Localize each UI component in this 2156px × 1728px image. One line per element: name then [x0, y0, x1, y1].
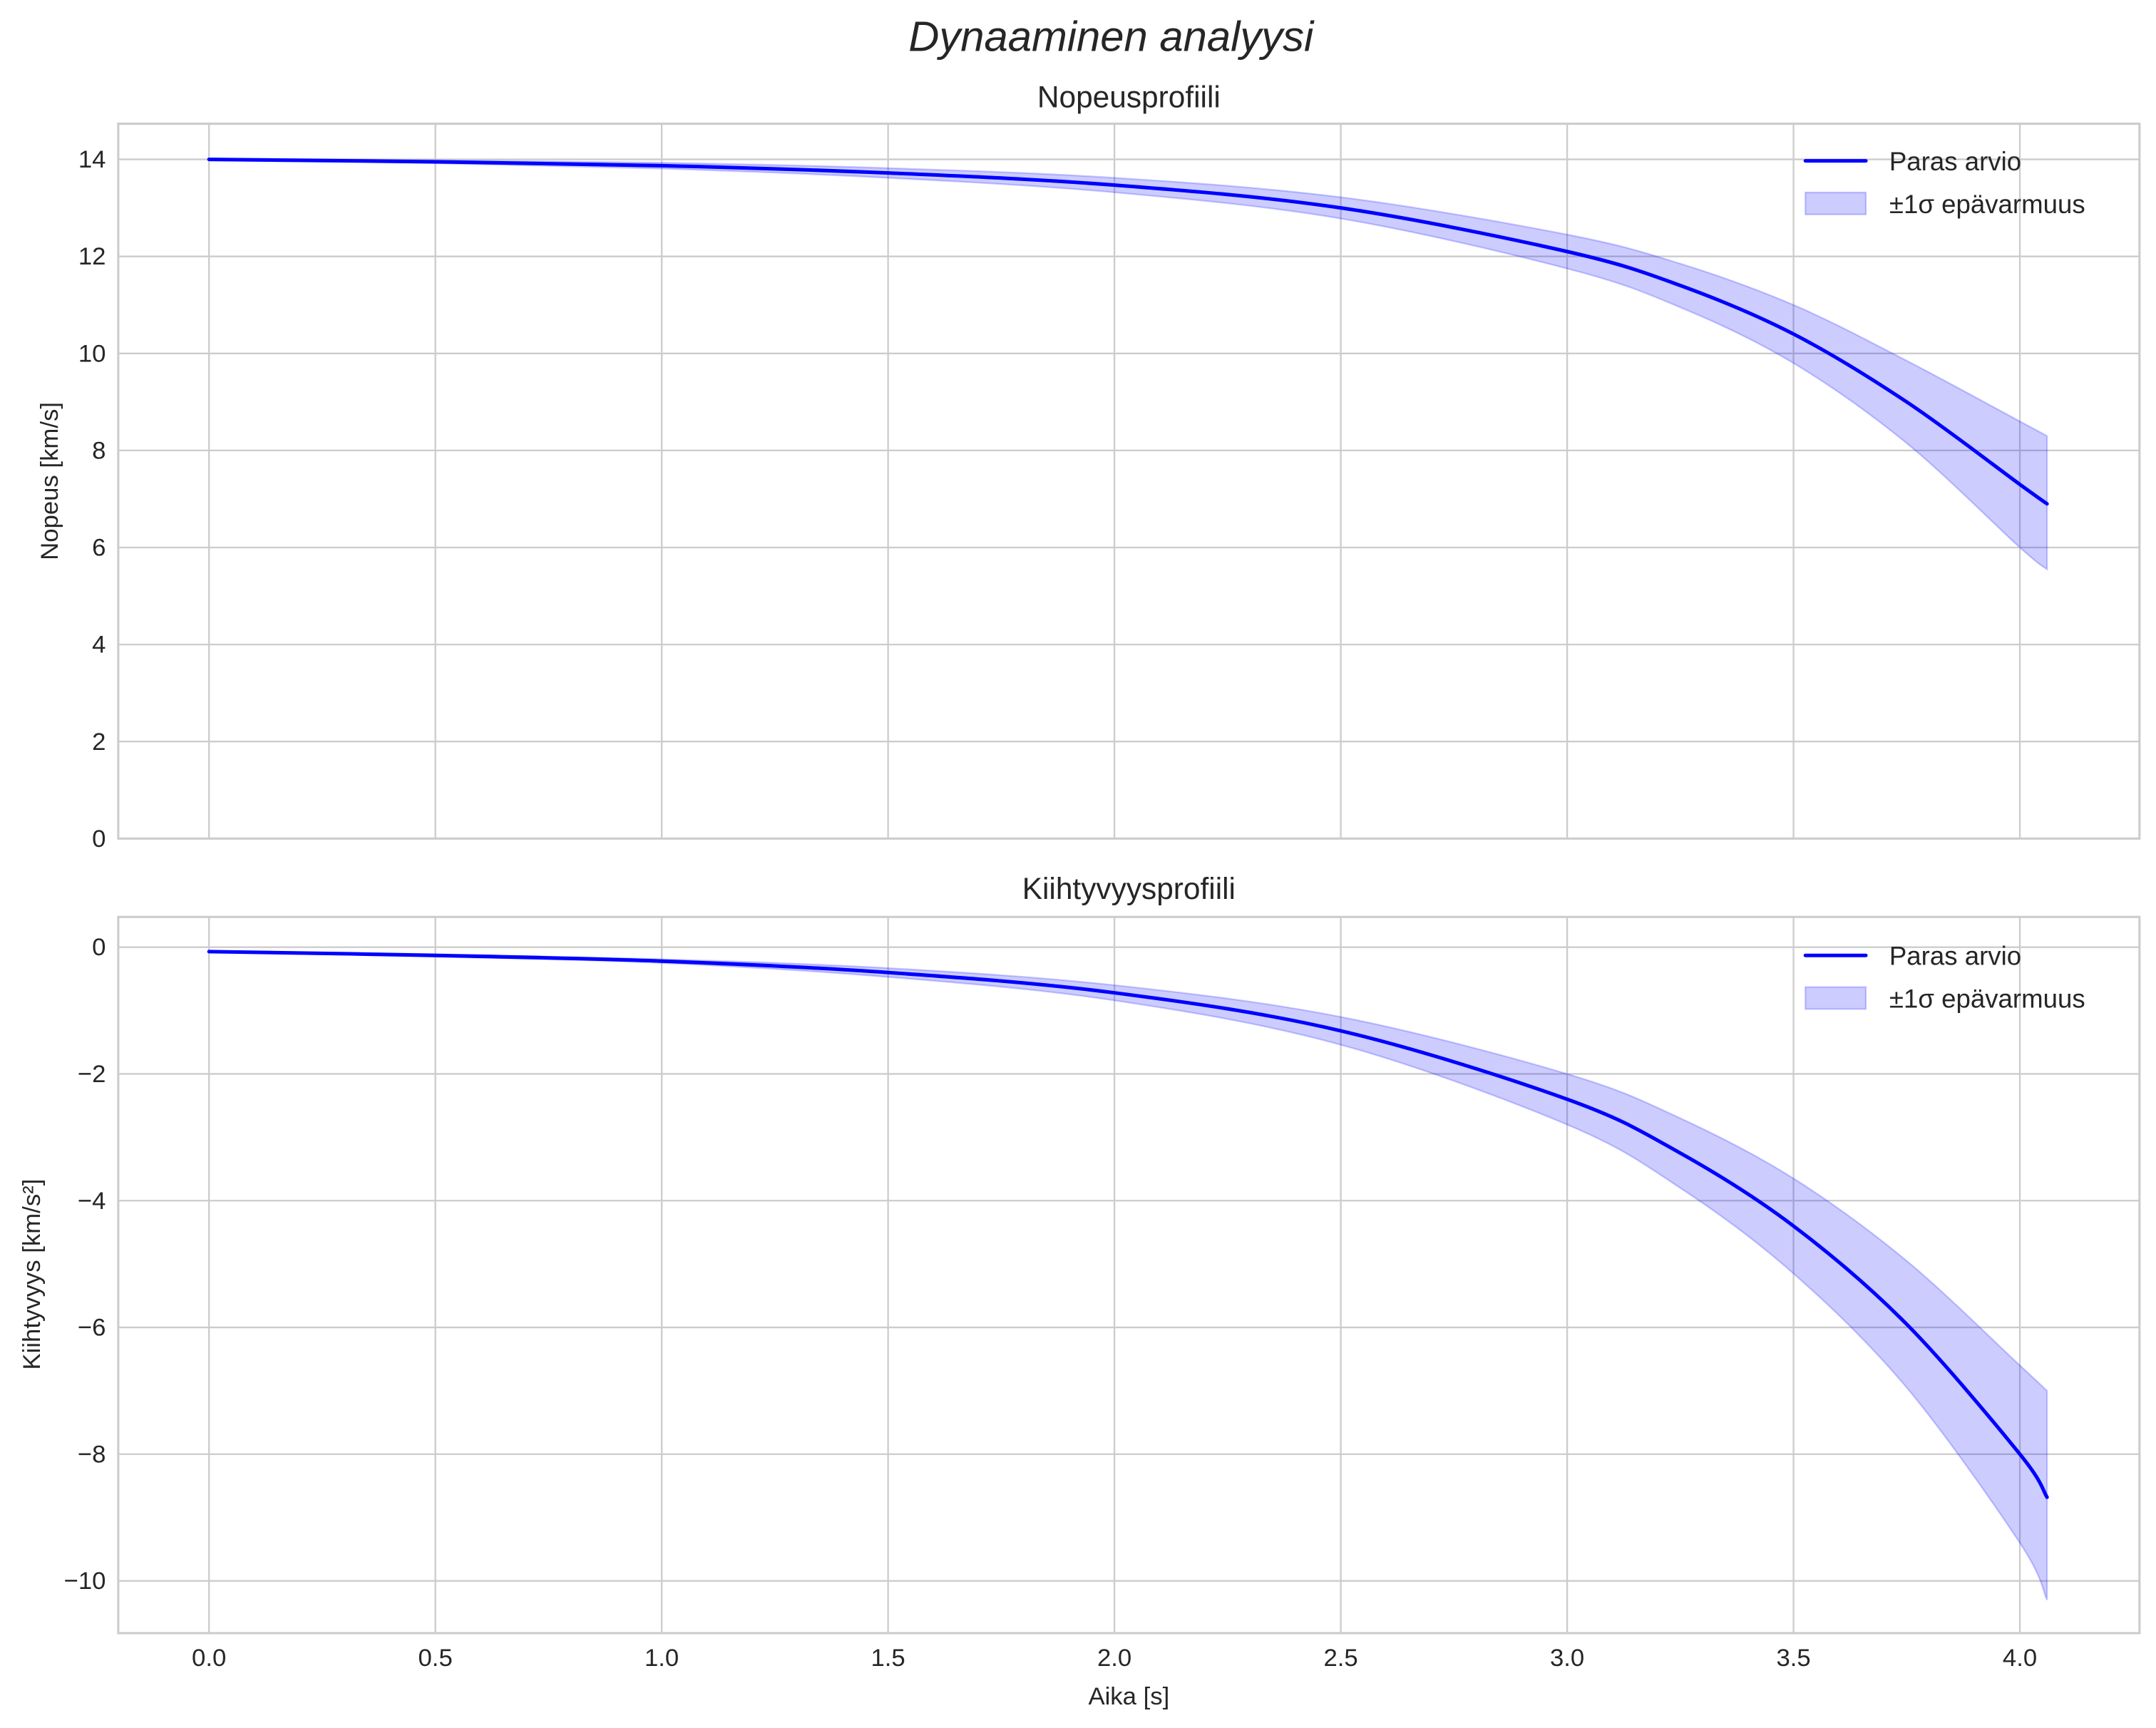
x-tick-label: 4.0	[2003, 1645, 2037, 1672]
y-tick-label: −2	[78, 1061, 106, 1088]
y-tick-label: 0	[92, 826, 106, 853]
legend-band-label: ±1σ epävarmuus	[1889, 190, 2085, 219]
y-tick-label: 14	[78, 146, 106, 173]
velocity-panel-title: Nopeusprofiili	[1037, 80, 1221, 113]
x-tick-label: 2.5	[1323, 1645, 1357, 1672]
y-tick-label: 2	[92, 729, 106, 756]
legend-band-swatch-icon	[1805, 191, 1867, 215]
acceleration-uncertainty-band	[207, 950, 2048, 1600]
acceleration-axes-frame	[117, 915, 2141, 1635]
velocity-y-ticks: 0 2 4 6 8 10 12 14	[78, 146, 106, 853]
velocity-grid	[118, 123, 2140, 840]
x-tick-label: 3.5	[1776, 1645, 1810, 1672]
x-tick-label: 0.0	[192, 1645, 226, 1672]
y-tick-label: −4	[78, 1188, 106, 1215]
acceleration-panel-title: Kiihtyvyysprofiili	[1022, 872, 1236, 905]
y-tick-label: −8	[78, 1441, 106, 1468]
legend-line-label: Paras arvio	[1889, 942, 2021, 971]
y-tick-label: 6	[92, 535, 106, 562]
y-tick-label: 10	[78, 340, 106, 367]
y-tick-label: −10	[64, 1568, 106, 1595]
y-tick-label: 4	[92, 632, 106, 659]
x-tick-label: 2.0	[1097, 1645, 1131, 1672]
acceleration-y-ticks: 0 −2 −4 −6 −8 −10	[64, 934, 106, 1595]
legend-band-swatch-icon	[1805, 986, 1867, 1010]
y-tick-label: 8	[92, 437, 106, 464]
x-tick-label: 0.5	[419, 1645, 453, 1672]
velocity-legend: Paras arvio ±1σ epävarmuus	[1803, 147, 2085, 219]
x-ticks: 0.0 0.5 1.0 1.5 2.0 2.5 3.0 3.5 4.0	[192, 1645, 2037, 1672]
figure-title: Dynaaminen analyysi	[908, 12, 1315, 60]
velocity-panel: Nopeusprofiili 0 2 4 6 8 10 12 14 Nopeus [km/s]…	[36, 80, 2141, 853]
acceleration-y-axis-label: Kiihtyvyys [km/s²]	[19, 1179, 46, 1370]
y-tick-label: −6	[78, 1315, 106, 1342]
velocity-axes-frame	[117, 123, 2141, 840]
acceleration-grid	[118, 917, 2140, 1633]
acceleration-legend: Paras arvio ±1σ epävarmuus	[1803, 942, 2085, 1014]
x-tick-label: 1.0	[645, 1645, 679, 1672]
velocity-best-estimate-line	[207, 158, 2049, 506]
y-tick-label: 0	[92, 934, 106, 961]
legend-band-label: ±1σ epävarmuus	[1889, 984, 2085, 1014]
acceleration-panel: Kiihtyvyysprofiili 0 −2 −4 −6 −8 −10 0.0 0.5 1.…	[19, 872, 2141, 1710]
acceleration-best-estimate-line	[207, 950, 2049, 1499]
x-tick-label: 3.0	[1550, 1645, 1584, 1672]
velocity-uncertainty-band	[207, 158, 2048, 572]
legend-line-label: Paras arvio	[1889, 147, 2021, 176]
x-axis-label: Aika [s]	[1088, 1683, 1169, 1710]
velocity-y-axis-label: Nopeus [km/s]	[36, 402, 63, 560]
y-tick-label: 12	[78, 243, 106, 270]
x-tick-label: 1.5	[871, 1645, 905, 1672]
